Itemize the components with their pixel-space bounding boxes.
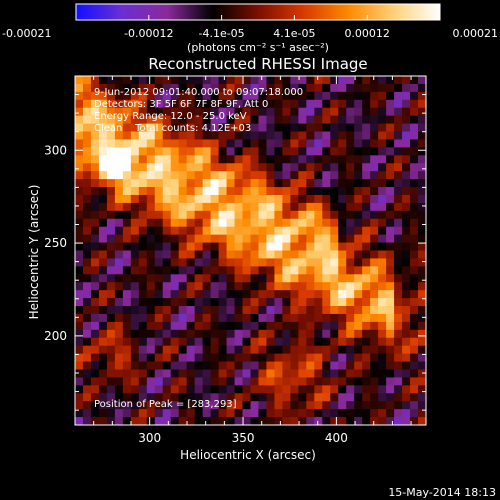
y-tick-label: 200 — [44, 329, 67, 343]
peak-position-label: Position of Peak = [283,293] — [94, 399, 237, 410]
colorbar-tick-label: 4.1e-05 — [273, 27, 315, 40]
y-tick-label: 250 — [44, 236, 67, 250]
x-tick-label: 300 — [138, 431, 161, 445]
colorbar-units-label: (photons cm⁻² s⁻¹ asec⁻²) — [187, 41, 329, 54]
annotation-time-range: 9-Jun-2012 09:01:40.000 to 09:07:18.000 — [94, 87, 303, 98]
y-tick-label: 300 — [44, 143, 67, 157]
x-axis-label: Heliocentric X (arcsec) — [180, 448, 316, 462]
colorbar-tick-label: 0.00021 — [453, 27, 499, 40]
x-tick-label: 350 — [232, 431, 255, 445]
footer-timestamp: 15-May-2014 18:13 — [388, 486, 496, 499]
annotation-counts: Clean Total counts: 4.12E+03 — [94, 123, 251, 134]
colorbar-ticks: -0.00021 -0.00012 -4.1e-05 4.1e-05 0.00012 0.… — [2, 15, 498, 40]
heatmap-image — [75, 76, 427, 426]
annotation-energy-range: Energy Range: 12.0 - 25.0 keV — [94, 111, 247, 122]
plot-frame — [74, 75, 427, 426]
colorbar — [75, 3, 441, 21]
y-axis-label: Heliocentric Y (arcsec) — [27, 185, 41, 320]
colorbar-tick-label: 0.00012 — [344, 27, 390, 40]
axis-ticks: 300 350 400 200 250 300 — [44, 75, 426, 445]
chart-title: Reconstructed RHESSI Image — [148, 55, 367, 73]
colorbar-tick-label: -0.00021 — [2, 27, 51, 40]
x-tick-label: 400 — [325, 431, 348, 445]
colorbar-tick-label: -0.00012 — [124, 27, 173, 40]
annotation-detectors: Detectors: 3F 5F 6F 7F 8F 9F, Att 0 — [94, 99, 268, 110]
colorbar-tick-label: -4.1e-05 — [198, 27, 244, 40]
